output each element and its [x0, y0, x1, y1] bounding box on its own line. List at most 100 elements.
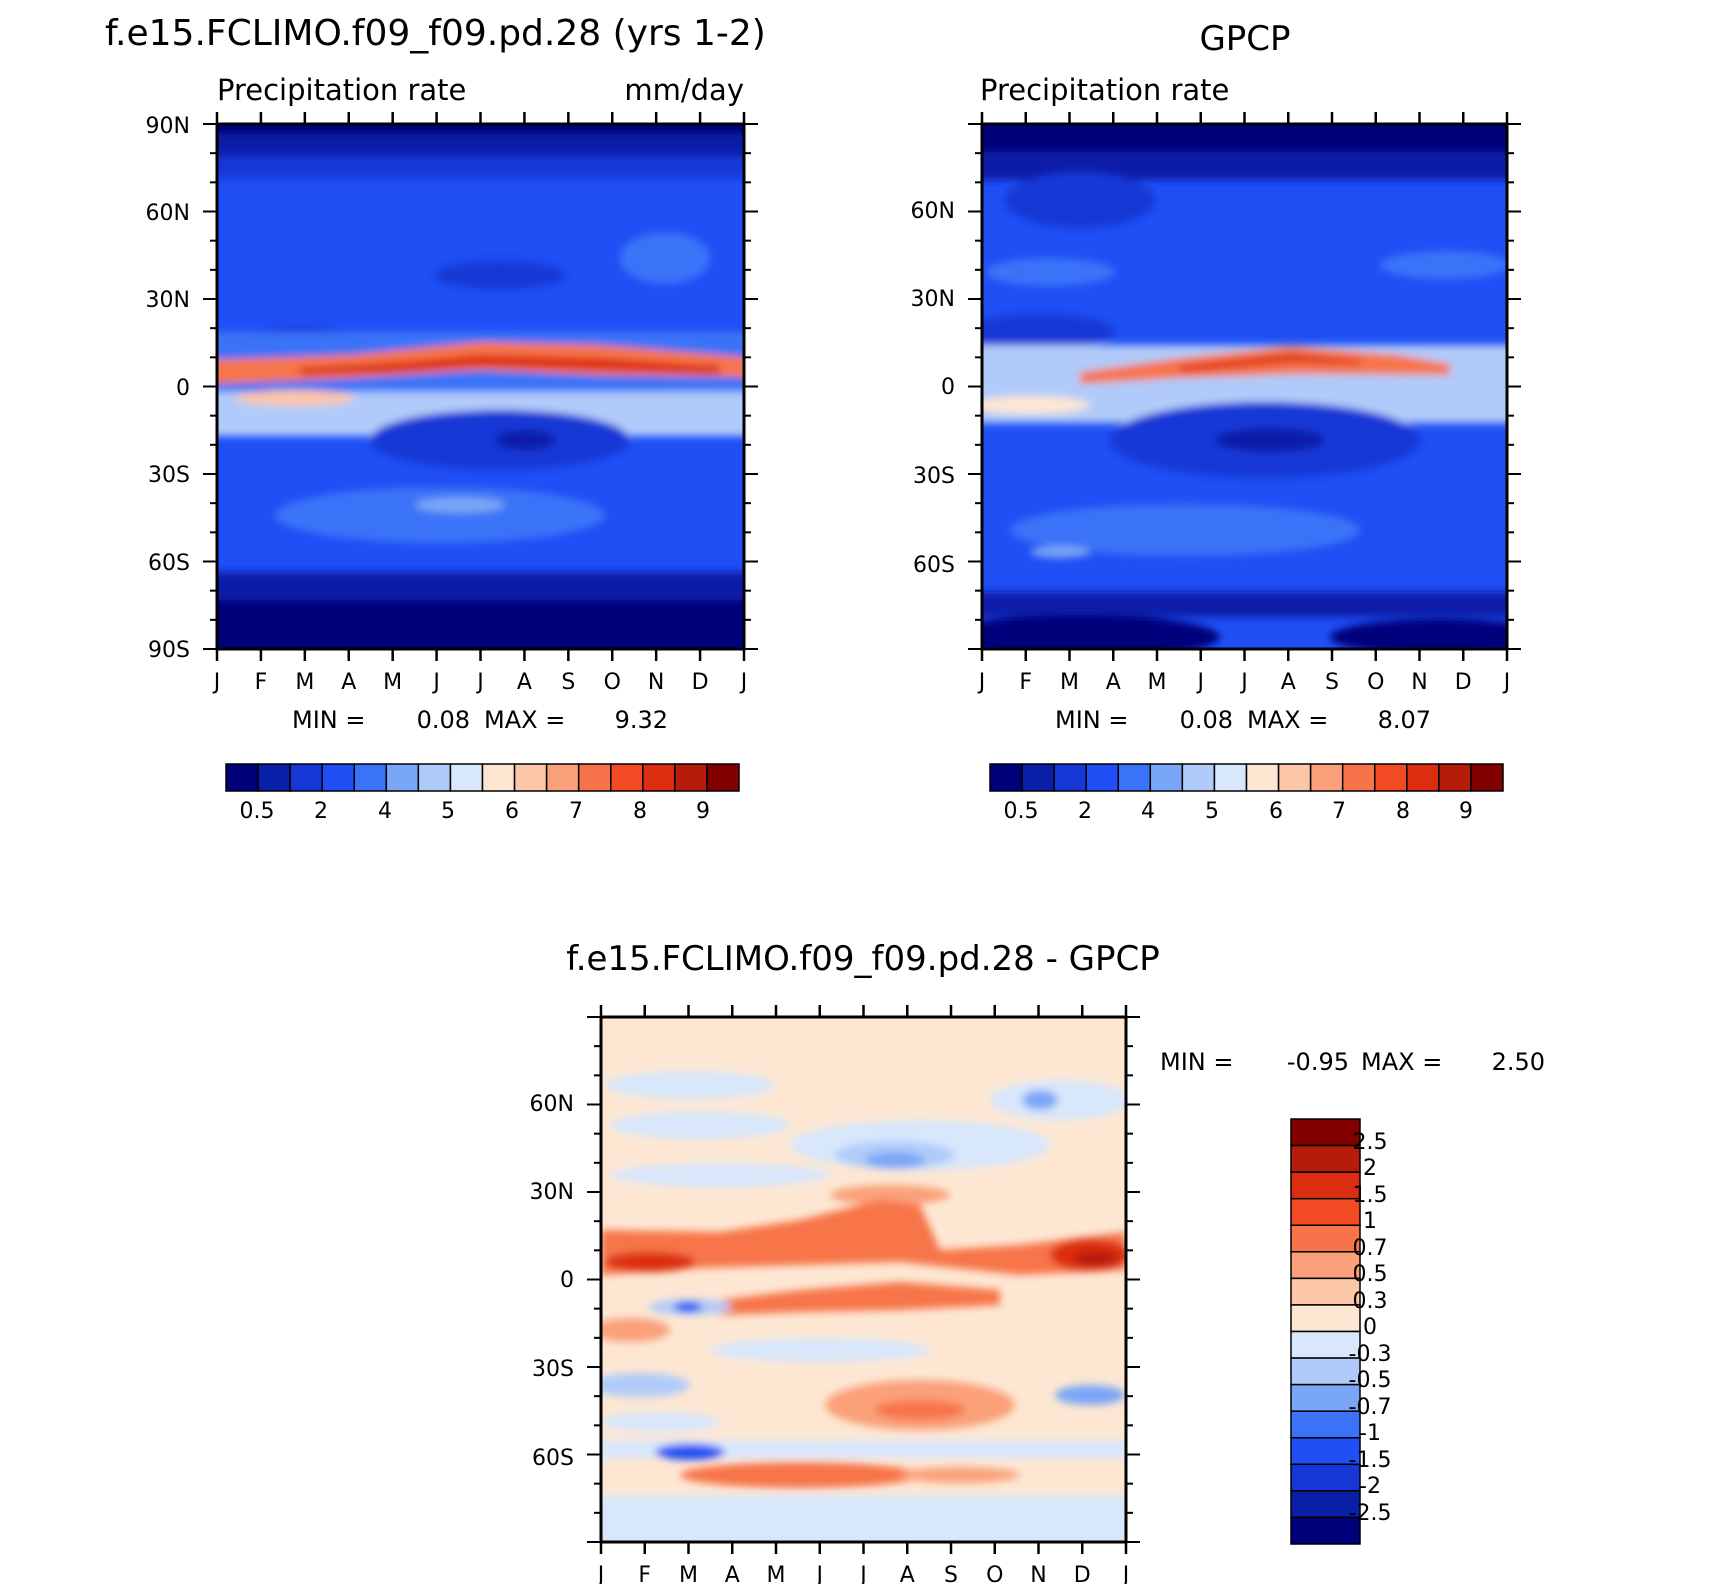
band-south-polar: [217, 600, 744, 649]
colorbar-swatch: [1290, 1357, 1361, 1386]
colorbar-swatch: [1085, 763, 1119, 792]
colorbar-swatch: [1290, 1197, 1361, 1226]
x-tick-label: J: [1196, 670, 1205, 695]
patch-north-pos-1: [830, 1185, 950, 1205]
patch-south-subtropic-core: [495, 430, 555, 450]
colorbar-swatch: [321, 763, 355, 792]
colorbar-swatch: [642, 763, 676, 792]
y-tick-label: 30N: [911, 287, 955, 312]
x-tick-label: A: [341, 670, 356, 695]
min-label: MIN =: [1160, 1048, 1233, 1076]
x-tick-label: J: [739, 670, 748, 695]
panel-diff: f.e15.FCLIMO.f09_f09.pd.28 - GPCP: [530, 939, 1545, 1584]
colorbar-label: -2.5: [1349, 1501, 1392, 1526]
x-tick-label: A: [1281, 670, 1296, 695]
y-tick-label: 60N: [911, 199, 955, 224]
patch-eq-pos-core-e: [1073, 1251, 1117, 1265]
colorbar-label: -0.3: [1349, 1342, 1392, 1367]
colorbar-swatch: [1290, 1118, 1361, 1147]
colorbar-swatch: [1290, 1490, 1361, 1519]
min-value: -0.95: [1287, 1048, 1349, 1076]
patch-south-pos-4: [900, 1467, 1020, 1483]
patch-north-neg-1: [605, 1071, 775, 1099]
max-label: MAX =: [1361, 1048, 1442, 1076]
y-tick-label: 0: [941, 375, 955, 400]
panel-obs-field: [982, 124, 1507, 649]
x-tick-label: D: [1074, 1563, 1091, 1584]
x-tick-label: M: [295, 670, 314, 695]
colorbar-swatch: [481, 763, 516, 792]
patch-south-polar: [982, 615, 1220, 649]
x-tick-label: J: [1121, 1563, 1130, 1584]
min-label: MIN =: [292, 706, 365, 734]
x-tick-label: O: [604, 670, 621, 695]
patch-south-midlat-wet-core: [415, 497, 505, 513]
patch-north-neg-4: [610, 1111, 790, 1139]
x-tick-label: J: [977, 670, 986, 695]
x-tick-label: J: [212, 670, 221, 695]
panel-model-y-labels: 90N 60N 30N 0 30S 60S 90S: [146, 114, 190, 663]
panel-diff-field: [601, 1017, 1126, 1542]
x-tick-label: F: [1019, 670, 1032, 695]
min-value: 0.08: [1180, 706, 1233, 734]
x-tick-label: N: [1030, 1563, 1046, 1584]
patch-eq-south-warm: [235, 390, 355, 406]
colorbar-label: 2.5: [1353, 1130, 1388, 1155]
patch-north-atlantic: [985, 258, 1115, 286]
panel-diff-colorbar-labels: 2.5 2 1.5 1 0.7 0.5 0.3 0 -0.3 -0.5 -0.7…: [1349, 1130, 1392, 1526]
patch-south-neg-3: [1055, 1385, 1125, 1405]
x-tick-label: D: [692, 670, 709, 695]
x-tick-label: A: [517, 670, 532, 695]
panel-obs-left-label: Precipitation rate: [980, 73, 1229, 107]
colorbar-swatch: [1290, 1437, 1361, 1466]
panel-diff-ticks: [587, 1005, 1140, 1554]
x-tick-label: J: [815, 1563, 824, 1584]
x-tick-label: J: [475, 670, 484, 695]
colorbar-swatch: [225, 763, 259, 792]
colorbar-swatch: [1181, 763, 1216, 792]
patch-south-midlat-wet: [275, 487, 605, 543]
colorbar-swatch: [1290, 1330, 1361, 1359]
patch-eq-pos-strong-w: [605, 1252, 695, 1272]
colorbar-swatch: [1290, 1383, 1361, 1412]
colorbar-label: 7: [1332, 799, 1346, 824]
panel-obs: GPCP Precipitation rate: [911, 19, 1521, 824]
panel-model-colorbar: [225, 763, 740, 792]
patch-south-midlat-wet-core: [1030, 546, 1090, 558]
panel-obs-colorbar-labels: 0.5 2 4 5 6 7 8 9: [1004, 799, 1474, 824]
x-tick-label: S: [1325, 670, 1339, 695]
patch-eq-south-warm: [982, 396, 1090, 414]
y-tick-label: 90S: [148, 638, 190, 663]
colorbar-swatch: [353, 763, 388, 792]
band-south-neg: [601, 1440, 1126, 1458]
colorbar-label: 0: [1363, 1315, 1377, 1340]
colorbar-swatch: [1290, 1410, 1361, 1439]
patch-south-polar-east: [1330, 619, 1507, 649]
y-tick-label: 30S: [148, 463, 190, 488]
colorbar-swatch: [1309, 763, 1344, 792]
x-tick-label: M: [1060, 670, 1079, 695]
panel-diff-colorbar: [1290, 1118, 1361, 1545]
x-tick-label: J: [596, 1563, 605, 1584]
x-tick-label: F: [255, 670, 268, 695]
panel-obs-ticks: [968, 112, 1521, 661]
colorbar-swatch: [289, 763, 323, 792]
colorbar-swatch: [1149, 763, 1184, 792]
colorbar-swatch: [1341, 763, 1376, 792]
band-south-ocean: [217, 572, 744, 602]
colorbar-label: -2: [1359, 1474, 1381, 1499]
colorbar-swatch: [1470, 763, 1504, 792]
patch-south-pos-core: [875, 1400, 965, 1420]
y-tick-label: 30N: [146, 288, 190, 313]
patch-south-neg-4: [601, 1412, 720, 1432]
max-value: 9.32: [615, 706, 668, 734]
x-tick-label: A: [1106, 670, 1121, 695]
colorbar-label: -1.5: [1349, 1448, 1392, 1473]
patch-south-midlat-wet: [1010, 504, 1360, 556]
patch-south-neg-1: [710, 1338, 930, 1362]
x-tick-label: F: [638, 1563, 651, 1584]
panel-obs-title: GPCP: [1199, 19, 1290, 59]
colorbar-label: 9: [696, 799, 710, 824]
